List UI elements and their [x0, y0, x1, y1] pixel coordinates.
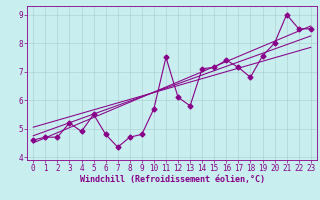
X-axis label: Windchill (Refroidissement éolien,°C): Windchill (Refroidissement éolien,°C): [79, 175, 265, 184]
